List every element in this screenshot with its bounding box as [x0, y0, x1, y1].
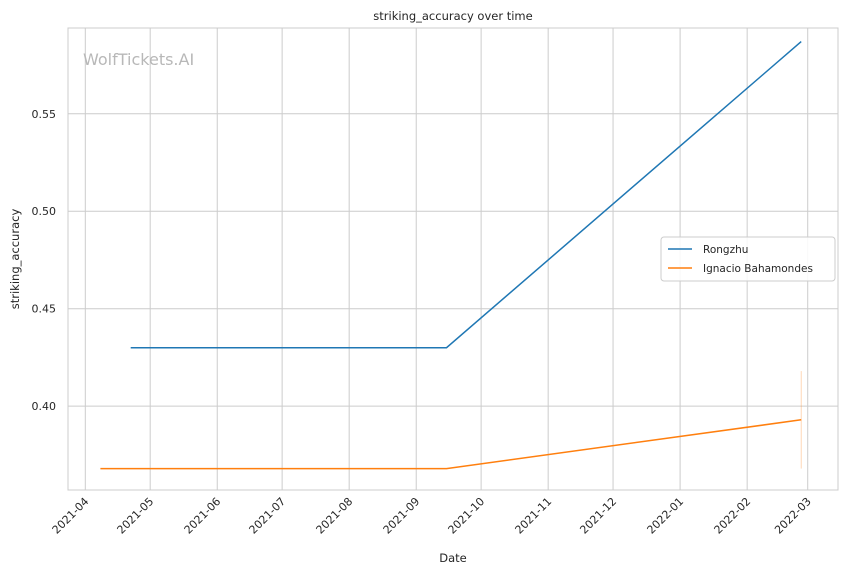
series-line: [130, 41, 802, 349]
watermark: WolfTickets.AI: [83, 50, 194, 69]
y-tick-label: 0.55: [32, 108, 57, 121]
grid-lines: [68, 28, 838, 490]
y-axis-ticks: 0.40 0.45 0.50 0.55: [32, 108, 57, 413]
legend-label: Ignacio Bahamondes: [703, 263, 813, 275]
y-tick-label: 0.50: [32, 205, 57, 218]
series-line: [100, 419, 802, 470]
legend-box: [660, 236, 836, 282]
chart-title: striking_accuracy over time: [373, 9, 532, 23]
legend: Rongzhu Ignacio Bahamondes: [660, 236, 836, 282]
y-tick-label: 0.40: [32, 400, 57, 413]
x-axis-label: Date: [439, 551, 467, 565]
plot-frame: [67, 27, 839, 491]
y-tick-label: 0.45: [32, 303, 57, 316]
series-layer: [100, 41, 802, 470]
y-axis-label: striking_accuracy: [8, 209, 22, 310]
legend-label: Rongzhu: [703, 244, 748, 256]
